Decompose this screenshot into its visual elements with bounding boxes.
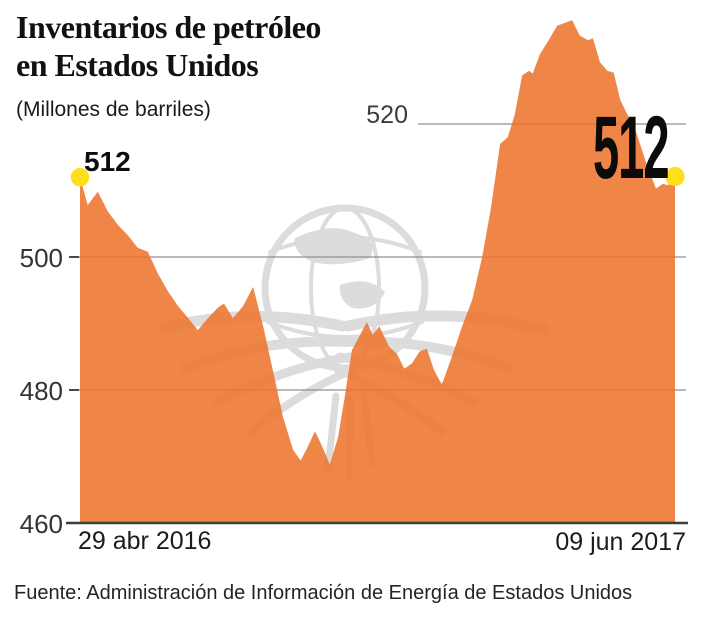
x-axis-line [66,256,688,525]
x-axis-start-date: 29 abr 2016 [78,527,212,555]
end-value-annotation: 512 [592,97,669,197]
source-credit: Fuente: Administración de Información de… [14,582,633,604]
endpoint-dots [70,166,685,187]
end-point-dot [665,166,685,187]
chart-title-line2: en Estados Unidos [16,47,259,83]
y-axis-label-480: 480 [19,376,63,406]
y-axis-label-520: 520 [366,101,408,129]
inventory-area-series [80,20,675,524]
y-axis-label-460: 460 [19,509,63,539]
chart-title: Inventarios de petróleo en Estados Unido… [16,8,321,84]
y-axis-label-500: 500 [19,243,63,273]
start-point-dot [70,168,90,187]
chart-subtitle: (Millones de barriles) [16,98,211,121]
x-axis-end-date: 09 jun 2017 [555,528,686,556]
start-value-annotation: 512 [84,146,131,177]
chart-title-line1: Inventarios de petróleo [16,9,321,45]
